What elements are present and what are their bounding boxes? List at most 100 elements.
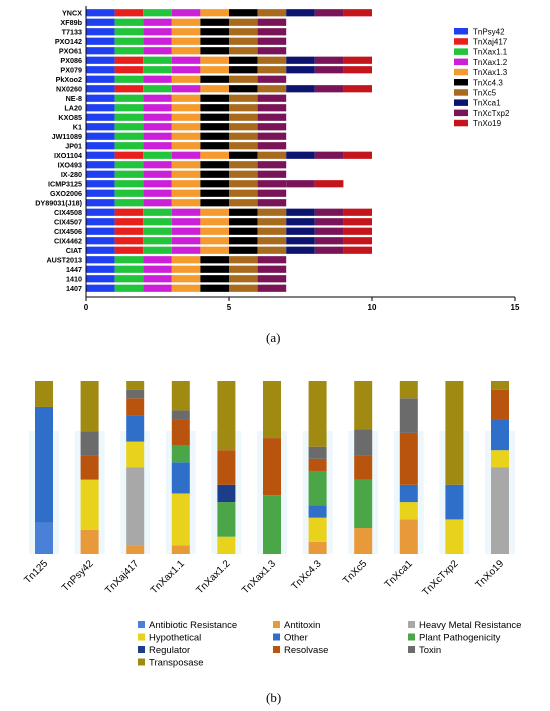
bar-segment bbox=[257, 56, 287, 64]
bar-segment bbox=[257, 66, 287, 74]
bar-segment bbox=[86, 28, 115, 36]
bar-segment bbox=[171, 381, 190, 411]
bar-segment bbox=[171, 227, 201, 235]
bar-segment bbox=[114, 47, 144, 55]
bar-segment bbox=[308, 446, 327, 459]
bar-segment bbox=[229, 123, 258, 131]
bar-segment bbox=[200, 189, 229, 197]
bar-segment bbox=[286, 227, 315, 235]
x-tick-label: 0 bbox=[84, 303, 89, 312]
category-label: 1410 bbox=[66, 274, 82, 283]
bar-segment bbox=[171, 85, 201, 93]
bar-segment bbox=[200, 265, 229, 273]
bar-segment bbox=[114, 37, 144, 45]
category-label: IX-280 bbox=[61, 170, 82, 179]
legend-swatch bbox=[138, 646, 145, 653]
category-label: JW11089 bbox=[52, 132, 82, 141]
legend-swatch bbox=[454, 68, 468, 76]
bar-segment bbox=[143, 104, 172, 112]
bar-segment bbox=[257, 208, 287, 216]
category-label: K1 bbox=[73, 122, 82, 131]
category-label: PX086 bbox=[60, 56, 82, 65]
bar-segment bbox=[200, 142, 229, 150]
bar-segment bbox=[229, 246, 258, 254]
bar-segment bbox=[143, 189, 172, 197]
bar-segment bbox=[257, 75, 287, 83]
bar-segment bbox=[257, 180, 287, 188]
category-label: TnXc4.3 bbox=[290, 558, 324, 592]
bar-segment bbox=[445, 381, 464, 485]
category-label: TnXax1.3 bbox=[240, 558, 278, 596]
bar-segment bbox=[314, 218, 344, 226]
bar-segment bbox=[86, 218, 115, 226]
bar-segment bbox=[343, 227, 372, 235]
bar-segment bbox=[229, 284, 258, 292]
bar-segment bbox=[114, 284, 144, 292]
bar-segment bbox=[200, 151, 229, 159]
bar-segment bbox=[399, 519, 418, 554]
legend-label: Antitoxin bbox=[284, 620, 320, 631]
legend-swatch bbox=[454, 79, 468, 86]
bar-segment bbox=[200, 18, 229, 26]
category-label: GXO2006 bbox=[50, 189, 82, 198]
bar-segment bbox=[114, 9, 144, 17]
bar-segment bbox=[86, 66, 115, 74]
bar-segment bbox=[257, 265, 287, 273]
legend-swatch bbox=[454, 28, 468, 35]
bar-segment bbox=[257, 246, 287, 254]
bar-segment bbox=[229, 142, 258, 150]
legend-swatch bbox=[138, 633, 145, 641]
bar-segment bbox=[143, 9, 172, 17]
bar-segment bbox=[114, 180, 144, 188]
bar-segment bbox=[143, 161, 172, 169]
bar-segment bbox=[80, 381, 99, 432]
column-backdrop bbox=[74, 431, 105, 554]
bar-segment bbox=[126, 398, 145, 416]
category-label: JP01 bbox=[65, 141, 82, 150]
bar-segment bbox=[86, 208, 115, 216]
bar-segment bbox=[171, 199, 201, 207]
bar-segment bbox=[200, 132, 229, 140]
bar-segment bbox=[143, 28, 172, 36]
bar-segment bbox=[314, 237, 344, 245]
category-label: DY89031(J18) bbox=[35, 198, 82, 207]
bar-segment bbox=[343, 56, 372, 64]
bar-segment bbox=[143, 94, 172, 102]
column-backdrop bbox=[302, 431, 333, 554]
bar-segment bbox=[286, 66, 315, 74]
bar-segment bbox=[114, 142, 144, 150]
bar-segment bbox=[114, 151, 144, 159]
bar-segment bbox=[354, 528, 373, 554]
bar-segment bbox=[229, 9, 258, 17]
bar-segment bbox=[257, 189, 287, 197]
bar-segment bbox=[126, 441, 145, 468]
bar-segment bbox=[286, 56, 315, 64]
bar-segment bbox=[86, 75, 115, 83]
bar-segment bbox=[200, 47, 229, 55]
bar-segment bbox=[143, 170, 172, 178]
bar-segment bbox=[200, 9, 229, 17]
bar-segment bbox=[399, 432, 418, 485]
bar-segment bbox=[354, 381, 373, 430]
bar-segment bbox=[114, 123, 144, 131]
bar-segment bbox=[143, 37, 172, 45]
legend-label: TnXc4.3 bbox=[473, 78, 503, 87]
category-label: TnXaj417 bbox=[103, 558, 141, 596]
bar-segment bbox=[343, 85, 372, 93]
legend-label: TnXc5 bbox=[473, 89, 497, 98]
legend-label: Heavy Metal Resistance bbox=[419, 620, 521, 631]
bar-segment bbox=[114, 199, 144, 207]
bar-segment bbox=[114, 256, 144, 264]
bar-segment bbox=[491, 389, 509, 420]
bar-segment bbox=[171, 161, 201, 169]
bar-segment bbox=[229, 275, 258, 283]
legend-swatch bbox=[408, 646, 415, 653]
bar-segment bbox=[257, 85, 287, 93]
bar-segment bbox=[114, 246, 144, 254]
bar-segment bbox=[143, 56, 172, 64]
bar-segment bbox=[200, 56, 229, 64]
bar-segment bbox=[143, 85, 172, 93]
category-label: CIX4508 bbox=[54, 208, 82, 217]
bar-segment bbox=[308, 470, 327, 506]
bar-segment bbox=[257, 132, 287, 140]
